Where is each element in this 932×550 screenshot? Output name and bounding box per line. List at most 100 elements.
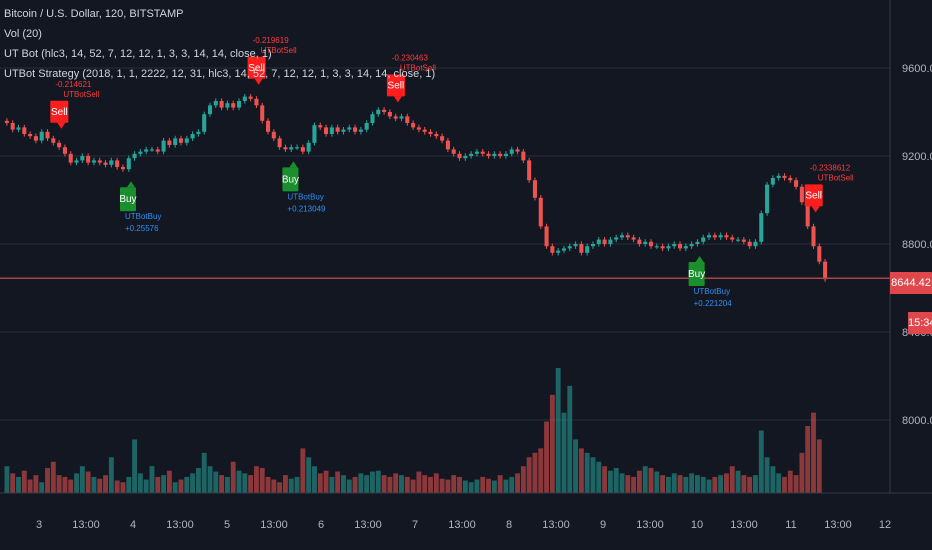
- volume-bar: [782, 476, 787, 493]
- volume-bar: [242, 473, 248, 493]
- candle-body: [724, 235, 729, 238]
- volume-bar: [503, 479, 509, 493]
- candle-body: [109, 160, 114, 165]
- candle-body: [202, 114, 207, 132]
- volume-bar: [45, 468, 50, 493]
- candle-body: [689, 244, 694, 247]
- candle-body: [573, 244, 578, 247]
- volume-bar: [137, 473, 143, 493]
- candle-body: [643, 241, 648, 244]
- volume-bar: [584, 452, 590, 493]
- candle-body: [306, 142, 311, 152]
- candle-body: [358, 129, 363, 132]
- volume-bar: [393, 473, 399, 493]
- candle-body: [416, 127, 421, 130]
- volume-bar: [375, 470, 381, 493]
- ut-bot-indicator-label[interactable]: UT Bot (hlc3, 14, 52, 7, 12, 12, 1, 3, 3…: [4, 48, 272, 60]
- candle-body: [788, 178, 793, 181]
- volume-bar: [33, 475, 39, 493]
- candle-body: [817, 246, 822, 262]
- time-tick-label: 13:00: [542, 519, 570, 531]
- volume-bar: [451, 475, 457, 493]
- volume-bar: [486, 478, 491, 493]
- candle-body: [654, 246, 659, 248]
- candle-body: [329, 127, 334, 134]
- volume-bar: [404, 476, 410, 493]
- candle-body: [318, 125, 323, 128]
- candle-body: [376, 109, 381, 115]
- candle-body: [149, 149, 155, 151]
- buy-signal-arrow: [126, 181, 135, 188]
- candle-body: [4, 120, 9, 123]
- volume-bar: [480, 476, 486, 493]
- volume-bar: [16, 476, 21, 493]
- buy-signal-name: UTBotBuy: [694, 287, 730, 296]
- volume-bar: [195, 468, 201, 493]
- volume-bar: [271, 479, 277, 493]
- volume-bar: [462, 480, 468, 493]
- volume-bar: [596, 461, 602, 493]
- volume-bar: [706, 479, 712, 493]
- candle-body: [614, 237, 619, 240]
- volume-bar: [346, 479, 352, 493]
- volume-bar: [213, 471, 219, 493]
- volume-bar: [648, 468, 654, 493]
- volume-bar: [74, 473, 79, 493]
- sell-signal-name: UTBotSell: [400, 63, 436, 72]
- price-axis[interactable]: 9600.009200.008800.008400.008000.00: [902, 63, 932, 427]
- volume-indicator-label[interactable]: Vol (20): [4, 28, 42, 40]
- volume-bar: [793, 475, 799, 493]
- time-tick-label: 8: [506, 519, 512, 531]
- sell-signal-value: -0.2338612: [810, 163, 851, 172]
- volume-bar: [230, 461, 236, 493]
- volume-bar: [555, 368, 561, 493]
- volume-bar: [474, 479, 480, 493]
- candle-body: [608, 239, 613, 244]
- candle-body: [753, 241, 758, 247]
- volume-bar: [700, 476, 706, 493]
- volume-bar: [416, 471, 422, 493]
- candle-body: [695, 241, 700, 244]
- candle-body: [387, 112, 392, 117]
- volume-bar: [590, 457, 596, 493]
- volume-bar: [689, 473, 695, 493]
- candle-body: [283, 147, 288, 150]
- sell-signal-arrow: [254, 78, 263, 85]
- candle-body: [33, 136, 38, 141]
- candle-body: [434, 134, 439, 137]
- volume-bar: [126, 476, 132, 493]
- volume-bar: [294, 476, 300, 493]
- candle-body: [242, 96, 247, 101]
- buy-signal-name: UTBotBuy: [287, 192, 323, 201]
- sell-signal-box: [386, 74, 405, 97]
- candle-body: [167, 140, 172, 145]
- volume-bar: [642, 466, 648, 493]
- candle-body: [28, 134, 33, 137]
- candle-body: [503, 153, 508, 156]
- candle-body: [677, 244, 683, 249]
- candle-body: [324, 127, 329, 134]
- symbol-title[interactable]: Bitcoin / U.S. Dollar, 120, BITSTAMP: [4, 8, 184, 20]
- volume-bar: [120, 482, 126, 493]
- volume-bar: [166, 470, 172, 493]
- ut-bot-strategy-label[interactable]: UTBot Strategy (2018, 1, 1, 2222, 12, 31…: [4, 68, 436, 80]
- volume-bar: [561, 412, 567, 493]
- time-tick-label: 13:00: [448, 519, 476, 531]
- trade-signals: -0.214621UTBotSellSellBuyUTBotBuy+0.2557…: [50, 36, 854, 308]
- candle-body: [295, 147, 300, 149]
- volume-bar: [323, 470, 329, 493]
- time-axis[interactable]: 3 13:00 4 13:00 5 13:00 6 13:00 7 13:00 8 13:00 9 13:…: [36, 519, 891, 531]
- volume-bar: [184, 476, 190, 493]
- volume-bar: [27, 479, 33, 493]
- volume-bar: [683, 476, 689, 493]
- volume-bar: [265, 476, 271, 493]
- volume-bar: [352, 476, 358, 493]
- time-tick-label: 13:00: [72, 519, 100, 531]
- candle-body: [457, 153, 462, 159]
- volume-bar: [636, 470, 642, 493]
- time-tick-label: 4: [130, 519, 136, 531]
- candle-body: [469, 153, 474, 156]
- volume-bar: [21, 470, 27, 493]
- volume-bar: [694, 475, 700, 493]
